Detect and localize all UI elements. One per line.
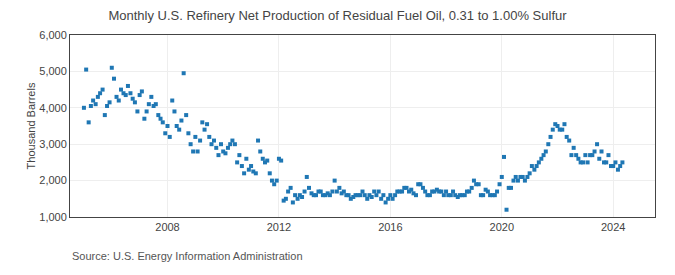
- svg-text:2016: 2016: [378, 221, 402, 233]
- svg-text:2020: 2020: [490, 221, 514, 233]
- svg-text:Source: U.S. Energy Informatio: Source: U.S. Energy Information Administ…: [72, 250, 303, 262]
- svg-text:2008: 2008: [155, 221, 179, 233]
- svg-text:6,000: 6,000: [39, 29, 67, 41]
- svg-text:Thousand Barrels: Thousand Barrels: [25, 82, 37, 169]
- svg-text:2024: 2024: [601, 221, 625, 233]
- svg-text:5,000: 5,000: [39, 65, 67, 77]
- svg-text:Monthly U.S. Refinery Net Prod: Monthly U.S. Refinery Net Production of …: [108, 8, 567, 23]
- svg-text:1,000: 1,000: [39, 211, 67, 223]
- svg-text:2012: 2012: [267, 221, 291, 233]
- svg-text:3,000: 3,000: [39, 138, 67, 150]
- svg-text:4,000: 4,000: [39, 102, 67, 114]
- svg-text:2,000: 2,000: [39, 174, 67, 186]
